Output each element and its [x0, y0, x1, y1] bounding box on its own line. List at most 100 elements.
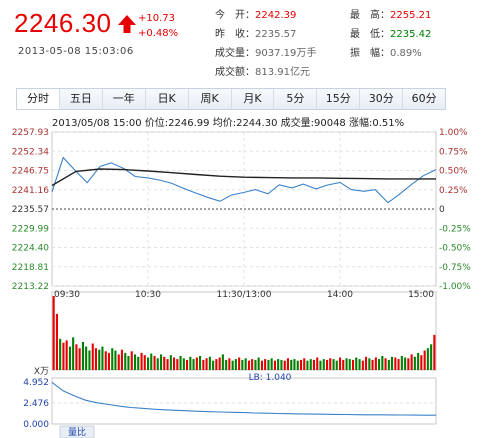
volume-bar [417, 352, 420, 370]
volume-bar [430, 344, 433, 370]
volume-bar [290, 359, 293, 370]
volume-bar [413, 356, 416, 370]
x-tick-label: 11:30/13:00 [217, 290, 272, 300]
volume-bar [192, 359, 195, 370]
volume-bar [202, 359, 205, 370]
volume-bar [212, 360, 215, 370]
y-tick-label-right: 0.50% [439, 167, 468, 177]
volume-bar [286, 358, 289, 370]
volume-bar [247, 360, 250, 370]
volume-bar [371, 359, 374, 370]
volume-bar [85, 346, 88, 370]
average-price-line [51, 168, 436, 187]
volume-bar [244, 358, 247, 370]
volume-bar [156, 358, 159, 370]
up-arrow-icon [118, 15, 136, 33]
tab-monthly-k[interactable]: 月K [232, 89, 275, 109]
volume-bar [254, 359, 257, 370]
volume-bar [65, 340, 68, 370]
volume-bar [234, 359, 237, 370]
y-tick-label-right: -0.50% [439, 244, 471, 254]
volume-ratio-legend: LB: 1.040 [249, 373, 292, 383]
quote-header: 2246.30 +10.73 +0.48% 2013-05-08 15:03:0… [0, 0, 500, 84]
volume-bar [134, 354, 137, 370]
ratio-panel-frame [51, 377, 437, 425]
volume-bar [277, 359, 280, 370]
tab-five-day[interactable]: 五日 [60, 89, 103, 109]
y-tick-label-right: 0.75% [439, 147, 468, 157]
volume-bar [352, 359, 355, 370]
cursor-info: 2013/05/08 15:00 价位:2246.99 均价:2244.30 成… [52, 118, 405, 129]
volume-ratio-line [51, 381, 436, 416]
price-line [51, 156, 437, 204]
volume-bar [423, 350, 426, 370]
tab-60min[interactable]: 60分 [411, 92, 437, 105]
volume-bar [111, 348, 114, 370]
intraday-chart[interactable]: 2257.93 1.00% 2252.34 0.75% 2246.75 0.50% 2241… [0, 124, 500, 438]
x-tick-label: 15:00 [408, 290, 434, 300]
volume-bar [329, 358, 332, 370]
volume-bar [326, 359, 329, 370]
volume-bar [189, 356, 192, 370]
tab-one-year[interactable]: 一年 [103, 89, 146, 109]
y-tick-label-right: -0.75% [439, 263, 471, 273]
volume-bar [215, 359, 218, 370]
quote-timestamp: 2013-05-08 15:03:06 [18, 46, 134, 57]
period-tabs: 分时 五日 一年 日K 周K 月K 5分 15分 30分 60分 [16, 88, 446, 110]
y-tick-label: 2246.75 [12, 167, 49, 177]
volume-bar [140, 352, 143, 370]
tab-15min[interactable]: 15分 [317, 89, 361, 109]
volume-bar [361, 360, 364, 370]
volume-bar [407, 358, 410, 370]
volume-bar [91, 343, 94, 370]
tab-5min[interactable]: 5分 [274, 89, 318, 109]
volume-bar [299, 359, 302, 370]
volume-bar [264, 359, 267, 370]
volume-bar [104, 351, 107, 370]
volume-bar [365, 356, 368, 370]
volume-bar [283, 360, 286, 370]
volume-bar [114, 350, 117, 370]
y-tick-label-right: 0.25% [439, 186, 468, 196]
volume-bar [98, 349, 101, 370]
stat-label: 最 低： [350, 29, 390, 40]
volume-bar [231, 360, 234, 370]
volume-bar [368, 358, 371, 370]
tab-daily-k[interactable]: 日K [146, 89, 189, 109]
tab-30min[interactable]: 30分 [360, 89, 404, 109]
stat-label: 成交额： [215, 67, 255, 78]
ratio-tick-label: 2.476 [23, 399, 49, 409]
volume-bar [257, 357, 260, 370]
volume-bar [124, 352, 127, 370]
volume-bar [358, 359, 361, 370]
change-value: +10.73 [138, 13, 176, 24]
tab-intraday[interactable]: 分时 [17, 89, 60, 109]
stat-value: 2242.39 [255, 10, 297, 21]
volume-bar [238, 357, 241, 370]
volume-bar [332, 359, 335, 370]
volume-bar [163, 356, 166, 370]
volume-bar [72, 337, 75, 370]
volume-bar [55, 313, 58, 370]
volume-bar [176, 359, 179, 370]
price-change: +10.73 +0.48% [138, 11, 178, 41]
x-tick-label: 09:30 [54, 290, 80, 300]
volume-bar [127, 356, 130, 370]
volume-bar [173, 357, 176, 370]
volume-bar [374, 357, 377, 370]
volume-bar [228, 358, 231, 370]
tab-weekly-k[interactable]: 周K [189, 89, 232, 109]
volume-bar [378, 359, 381, 370]
volume-bar [199, 356, 202, 370]
y-tick-label: 2252.34 [12, 147, 49, 157]
volume-bar [150, 353, 153, 370]
volume-bar [186, 359, 189, 370]
volume-bar [147, 357, 150, 370]
volume-bar [241, 359, 244, 370]
stat-high: 最 高：2255.21 [350, 6, 431, 25]
ratio-label-tab [59, 425, 95, 438]
change-percent: +0.48% [138, 28, 179, 39]
volume-bar [355, 357, 358, 370]
volume-bar [260, 360, 263, 370]
ratio-label: 量比 [68, 426, 86, 438]
